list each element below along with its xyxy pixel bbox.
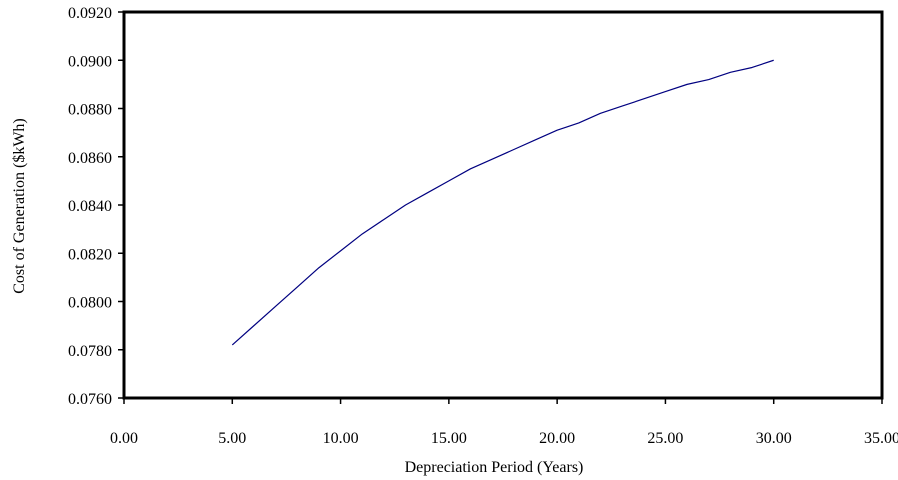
y-tick-label: 0.0900 — [68, 53, 112, 70]
series-layer — [231, 59, 774, 346]
x-tick-label: 20.00 — [539, 430, 575, 447]
plot-area — [122, 10, 884, 400]
x-tick-label: 0.00 — [110, 430, 138, 447]
y-tick-label: 0.0800 — [68, 295, 112, 312]
y-axis: 0.0760 0.0780 0.0800 0.0820 0.0840 0.0860 0.08… — [68, 5, 124, 408]
y-tick-label: 0.0760 — [68, 391, 112, 408]
y-tick-label: 0.0920 — [68, 5, 112, 22]
y-tick-label: 0.0820 — [68, 246, 112, 263]
series-line — [231, 59, 774, 346]
x-tick-label: 5.00 — [218, 430, 246, 447]
x-tick-label: 25.00 — [647, 430, 683, 447]
x-tick-label: 35.00 — [864, 430, 898, 447]
x-axis-title: Depreciation Period (Years) — [405, 459, 584, 476]
y-tick-label: 0.0780 — [68, 343, 112, 360]
x-axis: 0.00 5.00 10.00 15.00 20.00 25.00 30.00 35.00 — [110, 398, 898, 447]
y-axis-title: Cost of Generation ($kWh) — [11, 118, 28, 294]
y-tick-label: 0.0840 — [68, 198, 112, 215]
x-tick-label: 15.00 — [431, 430, 467, 447]
y-tick-label: 0.0860 — [68, 150, 112, 167]
y-tick-label: 0.0880 — [68, 102, 112, 119]
x-tick-label: 10.00 — [323, 430, 359, 447]
x-tick-label: 30.00 — [756, 430, 792, 447]
